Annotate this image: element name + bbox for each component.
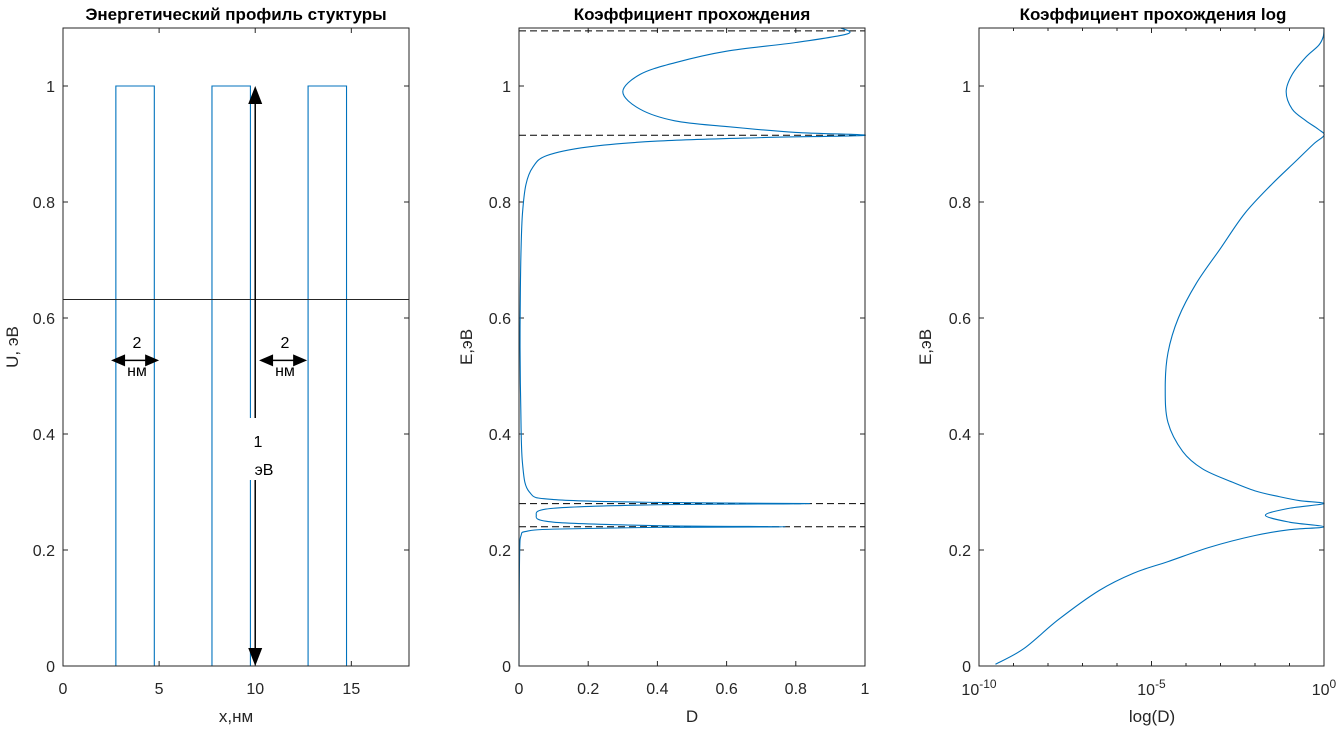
subplot-3-series-line	[995, 27, 1325, 665]
subplot-1-annotations: 2 нм 2 нм 1 эВ	[111, 86, 308, 666]
subplot-1-ytick-label: 0.2	[33, 543, 55, 560]
subplot-1-title: Энергетический профиль стуктуры	[85, 5, 386, 24]
width-arrow-2-head-right	[293, 354, 308, 367]
subplot-1-ytick-label: 0.4	[33, 427, 55, 444]
subplot-1-xlabel: x,нм	[219, 707, 253, 726]
subplot-3-ytick-label: 0.8	[949, 195, 971, 212]
subplot-1-ytick-label: 0.8	[33, 195, 55, 212]
width-arrow-1-head-left	[111, 354, 126, 367]
width-arrow-2-head-left	[259, 354, 274, 367]
subplot-1-xtick-label: 10	[246, 681, 264, 698]
subplot-2-ytick-label: 0.2	[489, 543, 511, 560]
subplot-3-axes-box	[978, 27, 1325, 667]
width-label-1-num: 2	[133, 335, 142, 352]
subplot-2-ytick-label: 0.8	[489, 195, 511, 212]
subplot-2-ytick-label: 0.6	[489, 311, 511, 328]
subplot-1-series-line	[63, 85, 409, 667]
subplot-2-title: Коэффициент прохождения	[574, 5, 811, 24]
subplot-2-ytick-label: 0.4	[489, 427, 511, 444]
height-label-num: 1	[254, 434, 263, 451]
subplot-2-xtick-label: 0.2	[577, 681, 599, 698]
subplot-energy-profile: Энергетический профиль стуктуры 0 0.2 0.4 0…	[3, 5, 410, 726]
subplot-3-ytick-label: 0.4	[949, 427, 971, 444]
subplot-2-xtick-label: 0	[515, 681, 524, 698]
subplot-3-ytick-label: 0.6	[949, 311, 971, 328]
subplot-2-xtick-label: 0.4	[646, 681, 668, 698]
subplot-3-ytick-label: 0	[962, 659, 971, 676]
subplot-transmission-log: Коэффициент прохождения log 0 0.2 0.4 0.6 0.…	[916, 5, 1337, 726]
width-label-2-unit: нм	[275, 363, 295, 380]
height-arrow-head-top	[248, 86, 263, 104]
subplot-2-xtick-label: 1	[861, 681, 870, 698]
subplot-3-ytick-label: 0.2	[949, 543, 971, 560]
width-label-1-unit: нм	[127, 363, 147, 380]
subplot-1-ytick-label: 1	[46, 79, 55, 96]
subplot-1-ytick-label: 0.6	[33, 311, 55, 328]
subplot-2-ytick-label: 1	[502, 79, 511, 96]
subplot-1-axes-box	[62, 27, 410, 667]
subplot-transmission: Коэффициент прохождения 0 0.2 0.4 0.6 0.8 1 0…	[457, 5, 870, 726]
subplot-1-xtick-label: 5	[155, 681, 164, 698]
height-label-unit: эВ	[255, 462, 274, 479]
subplot-3-ytick-label: 1	[962, 79, 971, 96]
subplot-1-xtick-label: 0	[59, 681, 68, 698]
width-arrow-1-head-right	[145, 354, 160, 367]
subplot-3-xtick-label: 100	[1312, 677, 1337, 699]
subplot-3-ylabel: E,эВ	[916, 329, 935, 365]
width-label-2-num: 2	[281, 335, 290, 352]
height-arrow-head-bottom	[248, 648, 263, 666]
subplot-3-xtick-label: 10-10	[961, 677, 996, 699]
subplot-2-axes-box	[518, 27, 866, 667]
subplot-1-ytick-label: 0	[46, 659, 55, 676]
subplot-2-xtick-label: 0.8	[785, 681, 807, 698]
subplot-2-ylabel: E,эВ	[457, 329, 476, 365]
subplot-2-xtick-label: 0.6	[715, 681, 737, 698]
subplot-3-xtick-label: 10-5	[1137, 677, 1166, 699]
subplot-1-xtick-label: 15	[342, 681, 360, 698]
subplot-3-title: Коэффициент прохождения log	[1020, 5, 1287, 24]
subplot-2-xlabel: D	[686, 707, 698, 726]
subplot-2-ytick-label: 0	[502, 659, 511, 676]
subplot-1-ylabel: U, эВ	[3, 326, 22, 368]
subplot-3-xlabel: log(D)	[1129, 707, 1175, 726]
subplot-2-series-line	[518, 27, 866, 667]
